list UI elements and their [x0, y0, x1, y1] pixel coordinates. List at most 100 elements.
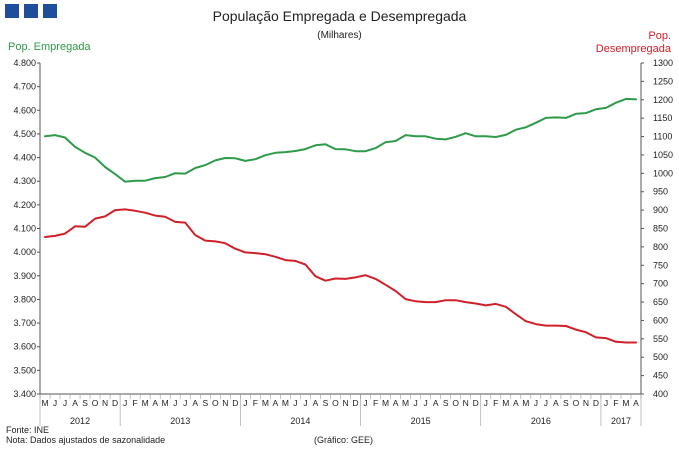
right-tick-label: 600 — [653, 315, 668, 325]
month-label: J — [544, 398, 548, 408]
year-label: 2013 — [170, 416, 190, 426]
right-axis-label: Pop. Desempregada — [596, 30, 671, 56]
month-label: D — [352, 398, 358, 408]
month-label: M — [282, 398, 289, 408]
left-tick-label: 4.700 — [13, 82, 36, 92]
left-tick-label: 4.200 — [13, 200, 36, 210]
month-label: S — [563, 398, 569, 408]
month-label: J — [243, 398, 247, 408]
series-lines — [44, 97, 637, 344]
left-tick-label: 4.400 — [13, 153, 36, 163]
month-label: A — [393, 398, 399, 408]
month-label: F — [613, 398, 618, 408]
right-tick-label: 1250 — [653, 76, 673, 86]
right-tick-label: 500 — [653, 352, 668, 362]
month-label: A — [633, 398, 639, 408]
month-label: N — [463, 398, 469, 408]
month-label: N — [583, 398, 589, 408]
series-line-employed — [44, 97, 637, 183]
month-label: A — [553, 398, 559, 408]
month-label: J — [63, 398, 67, 408]
right-tick-label: 850 — [653, 224, 668, 234]
chart-subtitle: (Milhares) — [317, 30, 362, 41]
left-tick-label: 3.400 — [13, 389, 36, 399]
year-label: 2014 — [290, 416, 310, 426]
month-label: O — [452, 398, 459, 408]
month-label: S — [443, 398, 449, 408]
right-tick-label: 800 — [653, 242, 668, 252]
month-label: F — [373, 398, 378, 408]
right-axis-label-line1: Pop. — [648, 30, 671, 42]
month-label: A — [72, 398, 78, 408]
month-label: S — [82, 398, 88, 408]
left-tick-label: 3.700 — [13, 318, 36, 328]
month-label: M — [502, 398, 509, 408]
year-label: 2017 — [611, 416, 631, 426]
series-line-unemployed — [44, 208, 637, 344]
month-label: J — [123, 398, 127, 408]
left-axis-ticks: 3.400 3.500 3.600 3.700 3.800 3.900 4.000 4.100… — [13, 58, 40, 399]
right-axis-label-line2: Desempregada — [595, 43, 671, 55]
right-tick-label: 750 — [653, 260, 668, 270]
year-label: 2016 — [531, 416, 551, 426]
month-label: D — [593, 398, 599, 408]
month-label: J — [604, 398, 608, 408]
month-label: D — [473, 398, 479, 408]
left-tick-label: 4.500 — [13, 129, 36, 139]
right-tick-label: 1150 — [653, 113, 672, 123]
month-label: M — [142, 398, 149, 408]
month-label: D — [232, 398, 238, 408]
right-tick-label: 1300 — [653, 58, 673, 68]
left-axis-label: Pop. Empregada — [8, 41, 91, 53]
month-label: M — [402, 398, 409, 408]
month-label: A — [433, 398, 439, 408]
right-tick-label: 1200 — [653, 95, 673, 105]
month-label: M — [162, 398, 169, 408]
right-tick-label: 550 — [653, 334, 668, 344]
month-label: S — [323, 398, 329, 408]
footer-source: Fonte: INE — [6, 425, 50, 435]
right-tick-label: 650 — [653, 297, 668, 307]
month-label: O — [573, 398, 580, 408]
year-label: 2012 — [70, 416, 90, 426]
month-label: A — [192, 398, 198, 408]
right-tick-label: 400 — [653, 389, 668, 399]
right-tick-label: 1000 — [653, 168, 673, 178]
logo-square-3 — [43, 4, 57, 18]
month-label: N — [342, 398, 348, 408]
month-label: N — [222, 398, 228, 408]
left-tick-label: 4.800 — [13, 58, 36, 68]
left-tick-label: 4.600 — [13, 105, 36, 115]
month-label: D — [112, 398, 118, 408]
right-tick-label: 1050 — [653, 150, 673, 160]
right-tick-label: 700 — [653, 279, 668, 289]
logo-square-2 — [24, 4, 38, 18]
month-label: J — [53, 398, 57, 408]
chart-title: População Empregada e Desempregada — [212, 8, 467, 24]
month-label: J — [303, 398, 307, 408]
month-label: J — [293, 398, 297, 408]
right-tick-label: 1100 — [653, 132, 672, 142]
footer-credit: (Gráfico: GEE) — [314, 435, 374, 445]
left-tick-label: 3.600 — [13, 342, 36, 352]
right-tick-label: 950 — [653, 187, 668, 197]
month-label: F — [133, 398, 138, 408]
month-label: F — [253, 398, 258, 408]
month-label: A — [313, 398, 319, 408]
month-label: M — [41, 398, 48, 408]
month-label: A — [273, 398, 279, 408]
month-label: A — [513, 398, 519, 408]
year-label: 2015 — [411, 416, 431, 426]
left-tick-label: 4.300 — [13, 176, 36, 186]
month-label: M — [622, 398, 629, 408]
chart-frame — [39, 63, 642, 395]
month-label: J — [183, 398, 187, 408]
month-label: M — [382, 398, 389, 408]
month-label: M — [522, 398, 529, 408]
right-tick-label: 450 — [653, 371, 668, 381]
logo-square-1 — [5, 4, 19, 18]
month-label: J — [414, 398, 418, 408]
month-label: F — [493, 398, 498, 408]
